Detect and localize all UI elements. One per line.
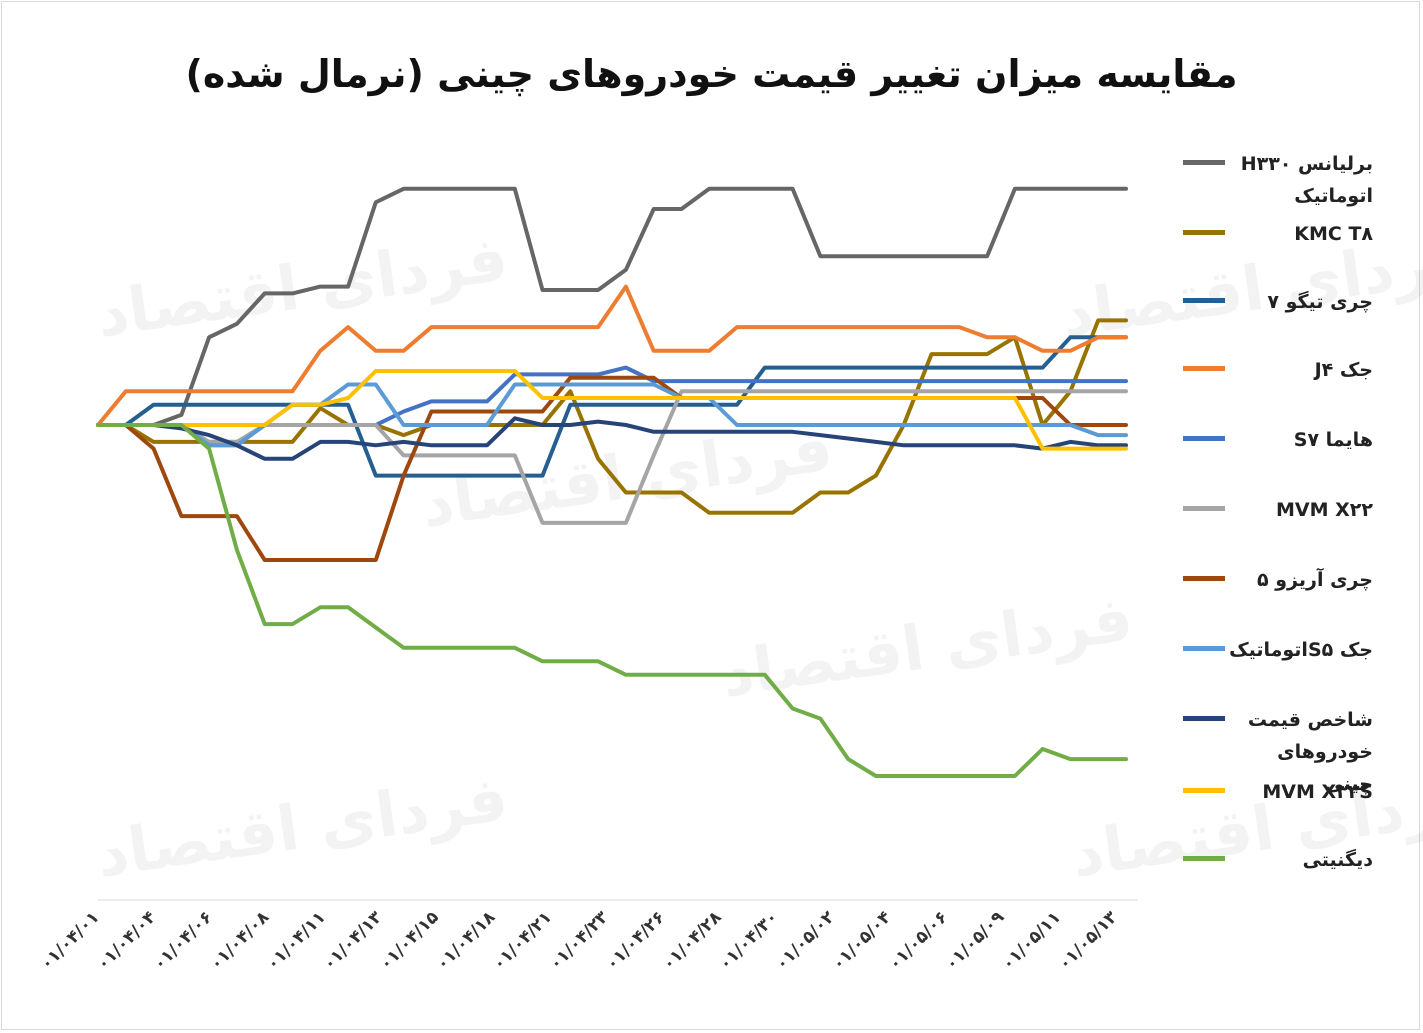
- legend-swatch: [1183, 646, 1225, 651]
- x-tick-label: ۰۱/۰۴/۱۳: [319, 907, 386, 974]
- x-tick-label: ۰۱/۰۵/۰۴: [828, 907, 895, 974]
- series-line-8: [96, 416, 1128, 461]
- legend-item: چری آریزو ۵: [1175, 566, 1395, 626]
- series-line-0: [96, 186, 1128, 427]
- legend-item: جک S۵اتوماتیک: [1175, 636, 1395, 696]
- legend-swatch: [1183, 788, 1225, 793]
- legend-swatch: [1183, 366, 1225, 371]
- legend-swatch: [1183, 230, 1225, 235]
- x-tick-label: ۰۱/۰۴/۳۰: [715, 907, 782, 974]
- legend-label: چری تیگو ۷: [1267, 291, 1373, 313]
- legend-label: MVM X۲۲: [1276, 499, 1373, 521]
- legend-swatch: [1183, 716, 1225, 721]
- legend-label: برلیانس H۳۳۰ اتوماتیک: [1240, 153, 1373, 207]
- x-tick-label: ۰۱/۰۴/۲۱: [489, 907, 556, 974]
- x-tick-label: ۰۱/۰۴/۰۴: [93, 907, 160, 974]
- legend-label: KMC T۸: [1294, 223, 1373, 245]
- legend-label: چری آریزو ۵: [1257, 569, 1373, 591]
- legend-label: دیگنیتی: [1302, 849, 1373, 871]
- legend-item: KMC T۸: [1175, 220, 1395, 280]
- x-tick-label: ۰۱/۰۵/۱۱: [998, 907, 1065, 974]
- x-tick-label: ۰۱/۰۵/۰۹: [941, 907, 1008, 974]
- legend-swatch: [1183, 856, 1225, 861]
- x-tick-label: ۰۱/۰۵/۰۲: [772, 907, 839, 974]
- legend-item: هایما S۷: [1175, 426, 1395, 486]
- legend-swatch: [1183, 436, 1225, 441]
- legend-item: دیگنیتی: [1175, 846, 1395, 906]
- x-tick-label: ۰۱/۰۴/۱۸: [432, 907, 499, 974]
- legend-item: برلیانس H۳۳۰ اتوماتیک: [1175, 150, 1395, 210]
- series-line-1: [96, 318, 1128, 515]
- legend-label: MVM X۳۳S: [1262, 781, 1373, 803]
- legend-swatch: [1183, 506, 1225, 511]
- legend-item: چری تیگو ۷: [1175, 288, 1395, 348]
- legend-swatch: [1183, 576, 1225, 581]
- x-tick-label: ۰۱/۰۵/۱۳: [1055, 907, 1122, 974]
- series-line-7: [96, 382, 1128, 448]
- legend-label: هایما S۷: [1293, 429, 1373, 451]
- legend-label: جک S۵اتوماتیک: [1229, 639, 1373, 661]
- x-tick-label: ۰۱/۰۴/۲۸: [659, 907, 726, 974]
- legend-item: MVM X۲۲: [1175, 496, 1395, 556]
- x-tick-label: ۰۱/۰۴/۰۸: [206, 907, 273, 974]
- x-tick-label: ۰۱/۰۴/۰۶: [150, 907, 217, 974]
- x-tick-label: ۰۱/۰۴/۱۱: [263, 907, 330, 974]
- series-line-2: [96, 335, 1128, 478]
- x-tick-label: ۰۱/۰۴/۱۵: [376, 907, 443, 974]
- x-tick-label: ۰۱/۰۴/۰۱: [37, 907, 104, 974]
- legend-item: شاخص قیمت خودروهای چینی: [1175, 706, 1395, 795]
- x-tick-label: ۰۱/۰۴/۲۶: [602, 907, 669, 974]
- x-tick-label: ۰۱/۰۵/۰۶: [885, 907, 952, 974]
- chart-title: مقایسه میزان تغییر قیمت خودروهای چینی (ن…: [185, 52, 1238, 96]
- legend-label: جک J۴: [1314, 359, 1373, 381]
- series-line-5: [96, 389, 1128, 525]
- legend-swatch: [1183, 298, 1225, 303]
- legend-swatch: [1183, 160, 1225, 165]
- legend-item: MVM X۳۳S: [1175, 778, 1395, 838]
- series-line-9: [96, 369, 1128, 451]
- legend-label: شاخص قیمت خودروهای چینی: [1247, 709, 1373, 795]
- x-tick-label: ۰۱/۰۴/۲۳: [546, 907, 613, 974]
- series-line-10: [96, 423, 1128, 778]
- series-line-3: [96, 284, 1128, 427]
- legend-item: جک J۴: [1175, 356, 1395, 416]
